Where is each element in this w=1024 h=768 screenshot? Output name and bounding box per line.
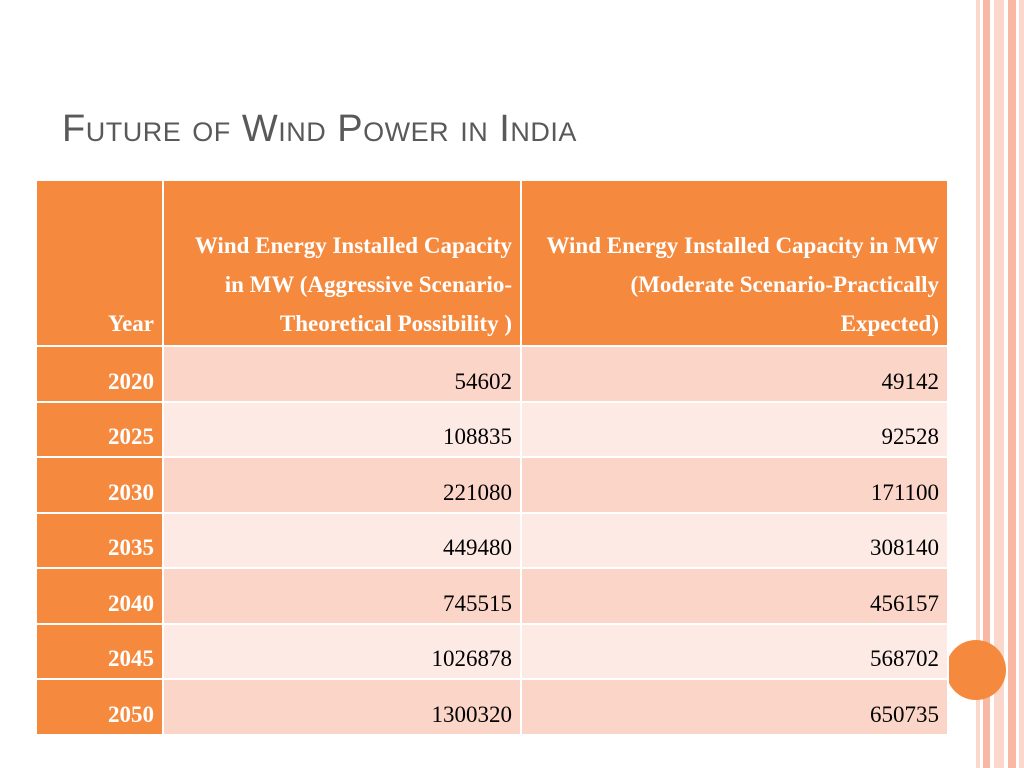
title-word: IN [460,117,489,147]
decorative-stripes [974,0,1024,768]
moderate-value-cell: 92528 [520,400,949,458]
table-row: 2040 745515 456157 [35,567,949,625]
year-cell: 2045 [35,622,164,680]
moderate-value-cell: 171100 [520,456,949,514]
moderate-value-cell: 308140 [520,511,949,569]
stripe-4 [1008,0,1016,768]
aggressive-value-cell: 108835 [162,400,522,458]
year-cell: 2050 [35,678,164,736]
moderate-value-cell: 49142 [520,345,949,403]
header-moderate-scenario: Wind Energy Installed Capacity in MW (Mo… [520,179,949,347]
stripe-5 [1019,0,1024,768]
title-word: POWER [337,108,450,150]
moderate-value-cell: 456157 [520,567,949,625]
slide-title: FUTURE OF WIND POWER IN INDIA [62,108,577,151]
year-cell: 2025 [35,400,164,458]
year-cell: 2035 [35,511,164,569]
wind-capacity-table: Year Wind Energy Installed Capacity in M… [35,179,949,736]
title-word: FUTURE [62,108,182,150]
header-year: Year [35,179,164,347]
accent-circle [946,640,1006,700]
title-word: WIND [241,108,327,150]
aggressive-value-cell: 745515 [162,567,522,625]
aggressive-value-cell: 449480 [162,511,522,569]
year-cell: 2020 [35,345,164,403]
year-cell: 2040 [35,567,164,625]
stripe-3 [994,0,1004,768]
table-row: 2050 1300320 650735 [35,678,949,736]
aggressive-value-cell: 1300320 [162,678,522,736]
year-cell: 2030 [35,456,164,514]
table-header-row: Year Wind Energy Installed Capacity in M… [35,179,949,347]
moderate-value-cell: 650735 [520,678,949,736]
aggressive-value-cell: 221080 [162,456,522,514]
aggressive-value-cell: 54602 [162,345,522,403]
table-row: 2035 449480 308140 [35,511,949,569]
table-row: 2045 1026878 568702 [35,622,949,680]
aggressive-value-cell: 1026878 [162,622,522,680]
header-aggressive-scenario: Wind Energy Installed Capacity in MW (Ag… [162,179,522,347]
title-word: INDIA [499,108,577,150]
stripe-2 [983,0,990,768]
moderate-value-cell: 568702 [520,622,949,680]
title-word: OF [192,117,231,147]
table-row: 2020 54602 49142 [35,345,949,403]
table-row: 2025 108835 92528 [35,400,949,458]
stripe-1 [976,0,980,768]
table-row: 2030 221080 171100 [35,456,949,514]
